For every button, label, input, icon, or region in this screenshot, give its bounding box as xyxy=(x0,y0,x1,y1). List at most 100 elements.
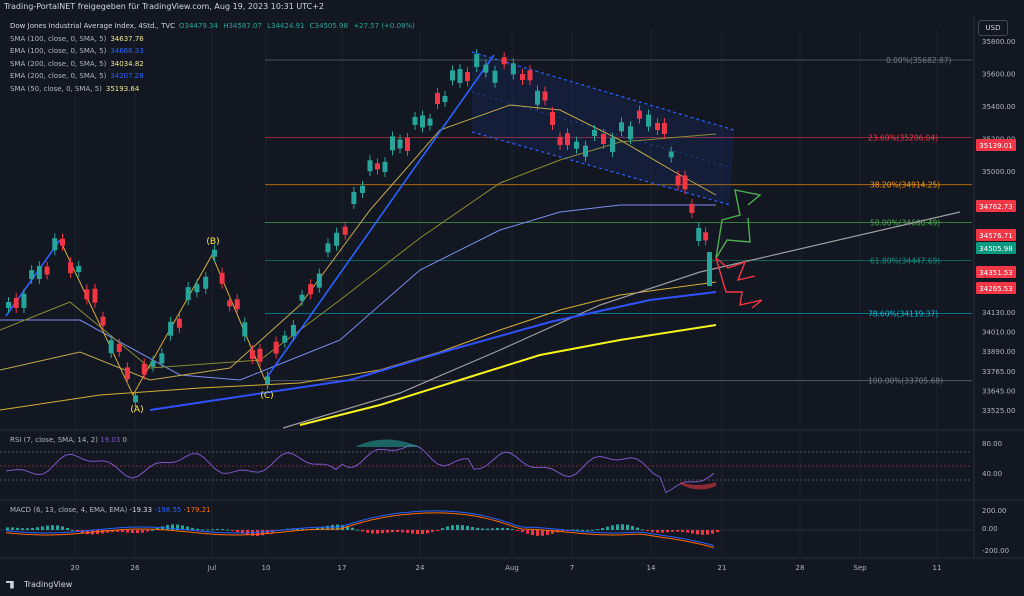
indicator-row[interactable]: SMA (100, close, 0, SMA, 5) 34637.76 xyxy=(10,33,418,46)
macd-histogram-bar xyxy=(31,528,34,530)
macd-histogram-bar xyxy=(131,530,134,534)
indicator-row[interactable]: EMA (200, close, 0, SMA, 5) 34207.28 xyxy=(10,70,418,83)
macd-histogram-bar xyxy=(561,530,564,531)
macd-histogram-bar xyxy=(516,530,519,531)
wave-label-a: (A) xyxy=(130,405,143,415)
macd-histogram-bar xyxy=(471,526,474,530)
candle-body xyxy=(76,265,82,272)
macd-histogram-bar xyxy=(531,530,534,536)
candle-body xyxy=(84,289,90,300)
sma-200-line xyxy=(0,281,717,411)
candle-body xyxy=(282,335,288,343)
macd-histogram-bar xyxy=(436,530,439,531)
candle-body xyxy=(397,139,403,149)
candle-body xyxy=(474,54,480,68)
macd-histogram-bar xyxy=(236,530,239,533)
macd-histogram-bar xyxy=(221,529,224,531)
macd-histogram-bar xyxy=(201,529,204,531)
rsi-label: RSI (7, close, SMA, 14, 2) xyxy=(10,436,98,444)
ema-100-line xyxy=(0,204,716,381)
macd-histogram-bar xyxy=(151,529,154,531)
price-tag-label: 35139.01 xyxy=(979,142,1012,150)
change-value: +27.57 (+0.08%) xyxy=(353,22,415,30)
candle-body xyxy=(696,228,702,241)
rsi-oversold-fill xyxy=(680,482,716,490)
macd-histogram-bar xyxy=(706,530,709,535)
macd-histogram-bar xyxy=(466,525,469,530)
macd-signal-line xyxy=(5,512,715,549)
candle-body xyxy=(194,284,200,293)
candle-body xyxy=(203,276,209,289)
macd-histogram-bar xyxy=(611,525,614,530)
candle-body xyxy=(405,138,410,152)
macd-histogram-bar xyxy=(126,530,129,533)
candle-body xyxy=(520,74,525,80)
macd-histogram-bar xyxy=(231,530,234,531)
macd-legend[interactable]: MACD (6, 13, close, 4, EMA, EMA) -19.33 … xyxy=(10,506,211,514)
time-tick-label: 10 xyxy=(262,564,271,572)
macd-histogram-bar xyxy=(86,530,89,535)
candle-body xyxy=(535,90,540,105)
legend-panel: Dow Jones Industrial Average Index, 4Std… xyxy=(10,20,418,95)
time-tick-label: 14 xyxy=(647,564,656,572)
candle-body xyxy=(550,111,555,125)
macd-histogram-bar xyxy=(6,527,9,530)
candle-body xyxy=(689,203,695,213)
indicator-value: 34637.76 xyxy=(110,34,144,43)
macd-histogram-bar xyxy=(446,526,449,530)
candle-body xyxy=(234,299,240,310)
macd-histogram-bar xyxy=(351,527,354,530)
candle-body xyxy=(124,367,130,380)
projection-arrow xyxy=(715,217,751,259)
candle-body xyxy=(249,349,255,359)
rsi-extra: 0 xyxy=(122,436,127,444)
macd-histogram-bar xyxy=(541,530,544,536)
indicator-label: SMA (200, close, 0, SMA, 5) xyxy=(10,59,107,68)
candle-body xyxy=(675,175,681,186)
macd-histogram-bar xyxy=(421,530,424,534)
macd-histogram-bar xyxy=(711,530,714,534)
price-tag xyxy=(976,266,1016,278)
macd-histogram-bar xyxy=(651,530,654,533)
time-tick-label: Jul xyxy=(207,564,217,572)
macd-histogram-bar xyxy=(361,530,364,532)
currency-button[interactable]: USD xyxy=(978,20,1008,36)
candle-body xyxy=(141,363,147,375)
candle-body xyxy=(44,266,50,275)
macd-histogram-bar xyxy=(206,529,209,531)
candle-body xyxy=(227,300,233,307)
macd-histogram-bar xyxy=(266,530,269,534)
candle-body xyxy=(655,123,660,131)
macd-histogram-bar xyxy=(376,530,379,534)
candle-body xyxy=(334,232,340,246)
candle-body xyxy=(299,294,305,301)
macd-histogram-bar xyxy=(476,527,479,530)
macd-histogram-bar xyxy=(66,527,69,530)
logo-text: TradingView xyxy=(24,580,73,589)
candle-body xyxy=(707,252,712,286)
candle-body xyxy=(92,288,98,303)
projection-arrow xyxy=(715,257,756,281)
tradingview-logo[interactable]: TradingView xyxy=(6,580,72,589)
macd-histogram-bar xyxy=(631,525,634,530)
indicator-row[interactable]: EMA (100, close, 0, SMA, 5) 34666.33 xyxy=(10,45,418,58)
indicator-row[interactable]: SMA (200, close, 0, SMA, 5) 34034.82 xyxy=(10,58,418,71)
indicator-label: EMA (100, close, 0, SMA, 5) xyxy=(10,47,107,55)
macd-histogram-bar xyxy=(496,528,499,530)
price-tick-label: 33645.00 xyxy=(982,388,1015,396)
macd-histogram-bar xyxy=(101,530,104,534)
candle-body xyxy=(375,163,380,170)
rsi-legend[interactable]: RSI (7, close, SMA, 14, 2) 19.03 0 xyxy=(10,436,127,444)
symbol-title[interactable]: Dow Jones Industrial Average Index, 4Std… xyxy=(10,22,176,30)
candle-body xyxy=(316,273,322,288)
indicator-row[interactable]: SMA (50, close, 0, SMA, 5) 35193.64 xyxy=(10,83,418,96)
candle-body xyxy=(242,322,248,337)
projection-arrow xyxy=(715,189,762,259)
candle-body xyxy=(108,340,114,354)
indicator-value: 35193.64 xyxy=(105,84,140,93)
macd-histogram-bar xyxy=(16,527,19,530)
candle-body xyxy=(68,262,74,274)
fib-level-label: 78.60%(34119.37) xyxy=(868,310,938,319)
macd-histogram-bar xyxy=(411,530,414,534)
